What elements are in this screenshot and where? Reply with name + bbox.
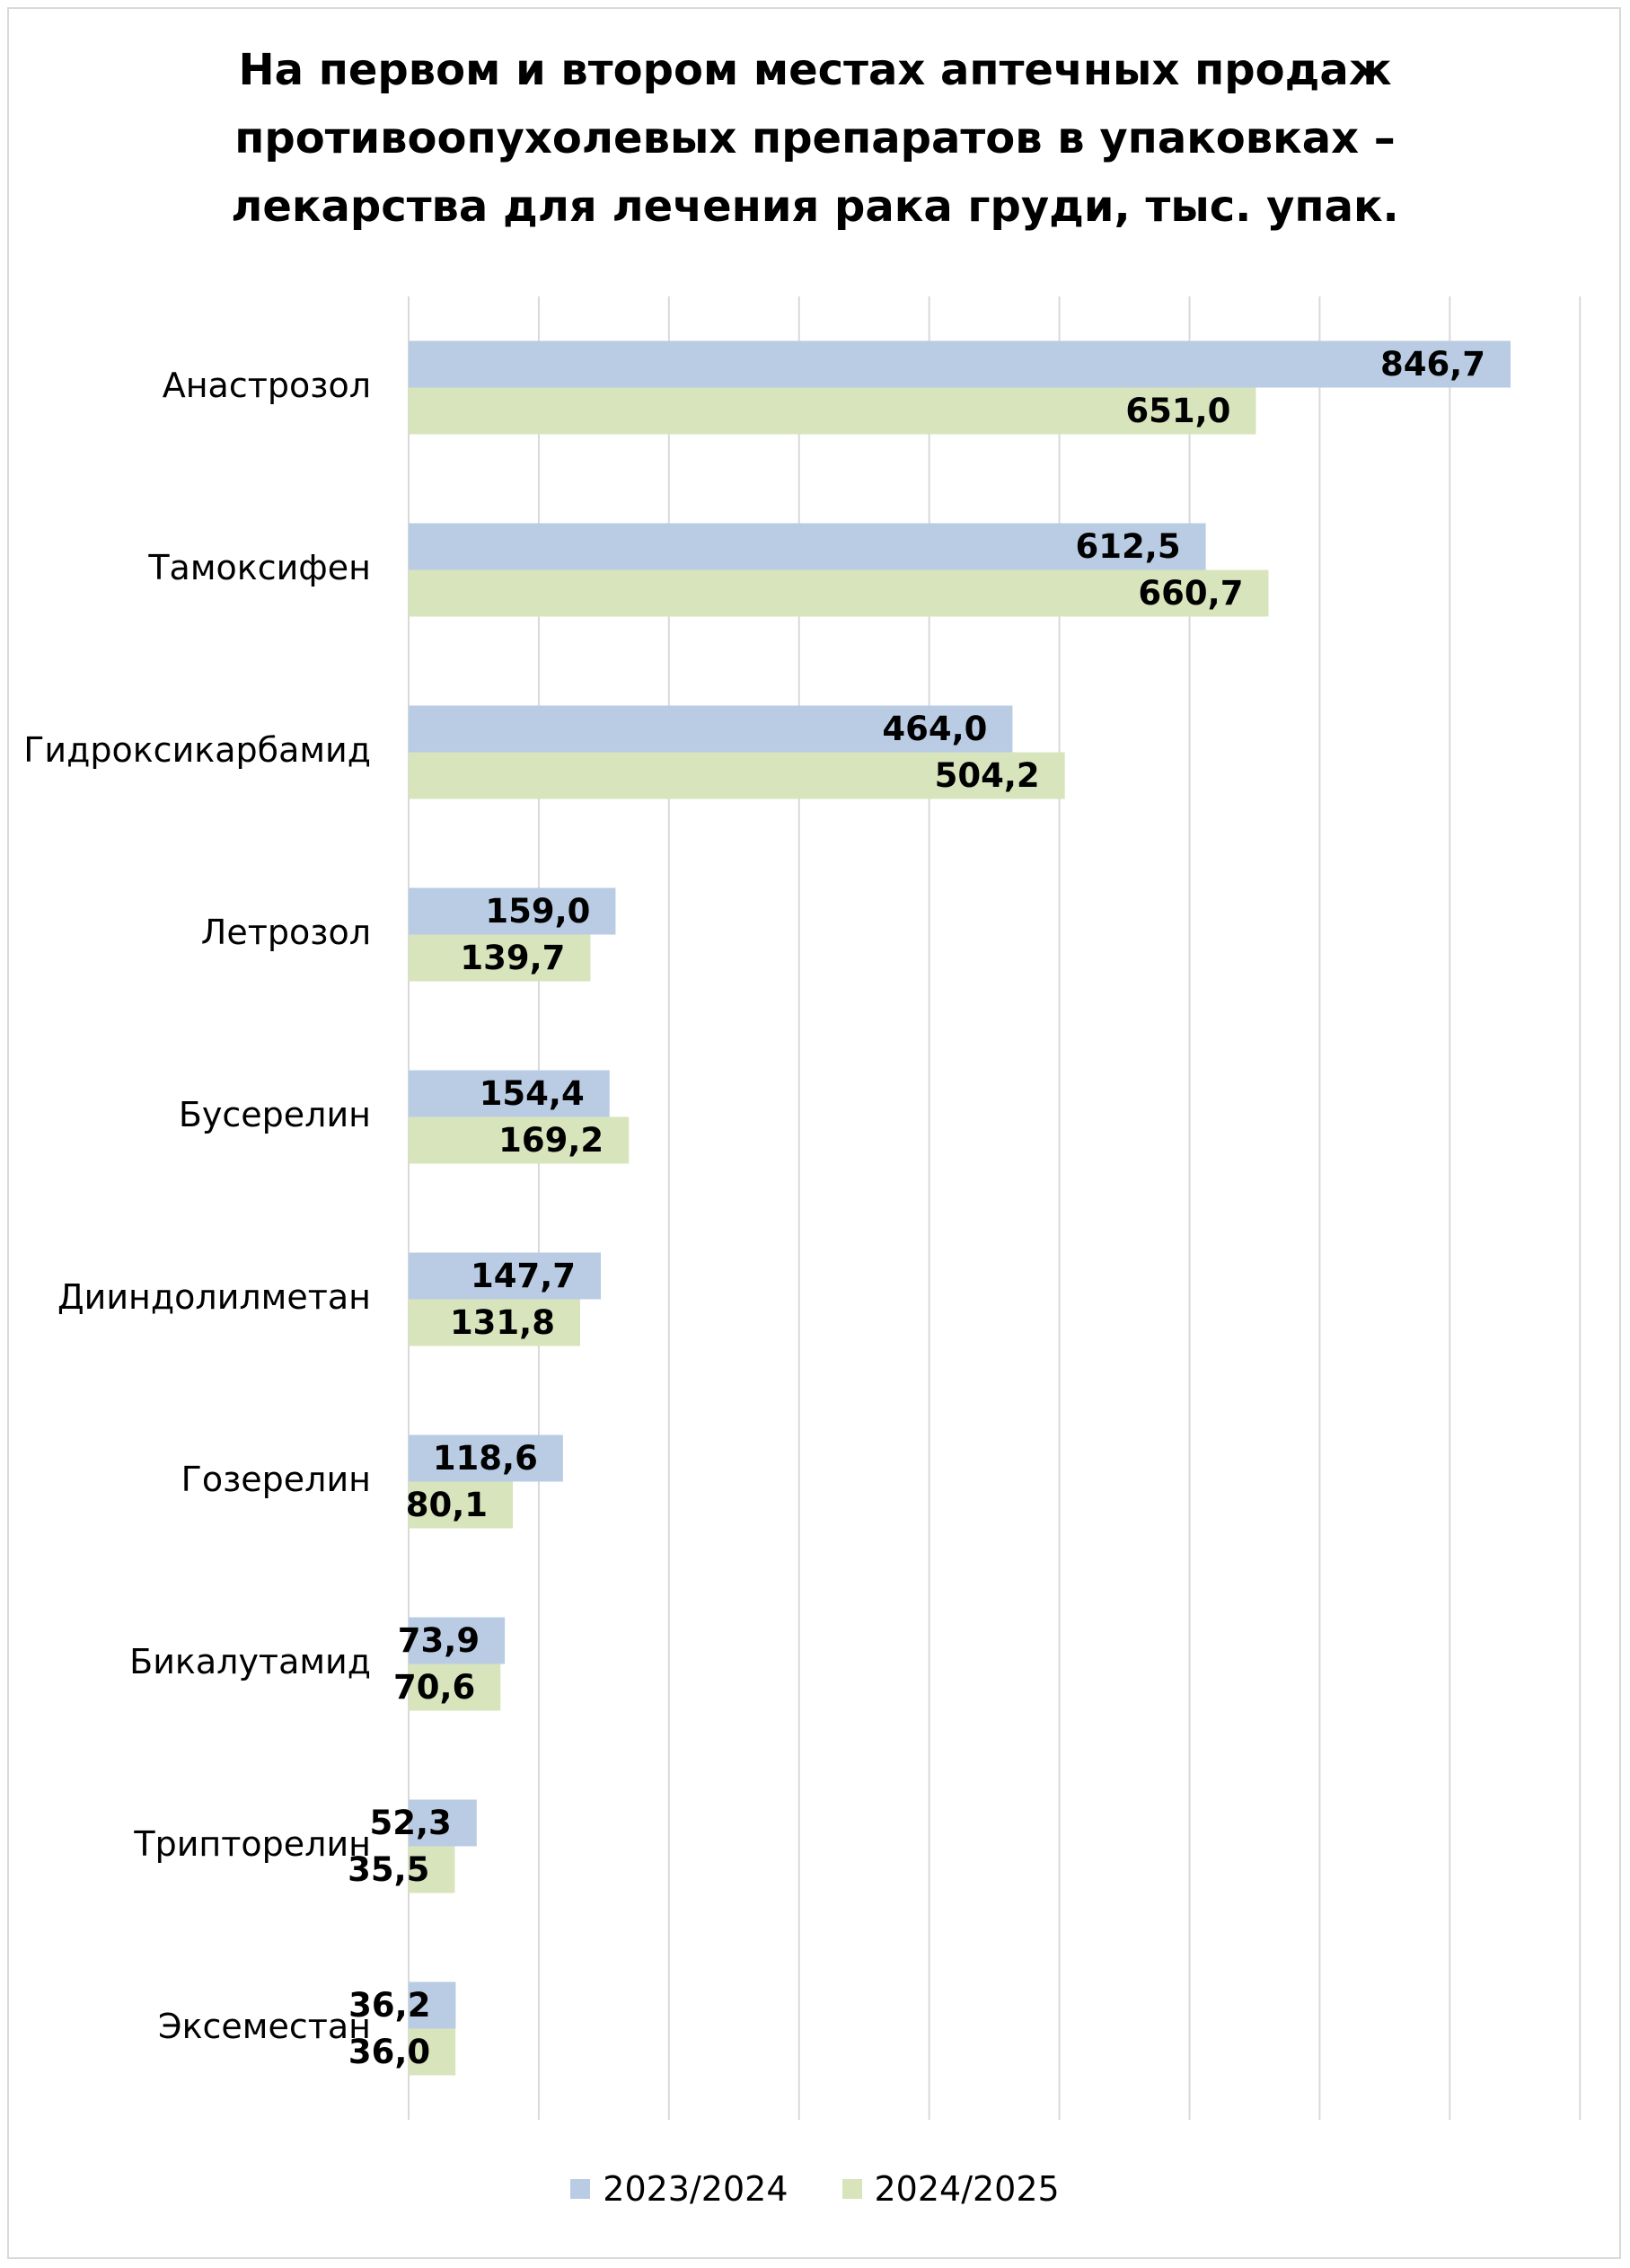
data-label-series-1: 73,9 bbox=[398, 1621, 480, 1660]
legend-swatch-series-2 bbox=[841, 2179, 862, 2199]
bar-series-2 bbox=[409, 752, 1065, 799]
bar-series-1 bbox=[409, 705, 1013, 753]
category-label: Гозерелин bbox=[181, 1460, 371, 1499]
category-label: Бикалутамид bbox=[129, 1642, 371, 1681]
category-label: Дииндолилметан bbox=[57, 1277, 371, 1317]
category-label: Летрозол bbox=[201, 913, 371, 952]
chart-title-line-3: лекарства для лечения рака груди, тыс. у… bbox=[231, 181, 1399, 232]
bar-series-2 bbox=[409, 2028, 456, 2076]
data-label-series-1: 52,3 bbox=[369, 1804, 451, 1842]
data-label-series-2: 70,6 bbox=[393, 1668, 475, 1707]
bar-series-2 bbox=[409, 1846, 455, 1893]
data-label-series-1: 154,4 bbox=[480, 1074, 585, 1113]
category-label: Анастрозол bbox=[163, 366, 371, 405]
legend-item-series-2: 2024/2025 bbox=[841, 2169, 1060, 2209]
bar-series-2 bbox=[409, 1116, 630, 1164]
data-label-series-1: 147,7 bbox=[471, 1257, 576, 1295]
legend-label-series-2: 2024/2025 bbox=[874, 2169, 1060, 2209]
data-label-series-2: 504,2 bbox=[935, 756, 1040, 795]
data-label-series-1: 118,6 bbox=[433, 1439, 538, 1478]
data-label-series-2: 35,5 bbox=[348, 1850, 429, 1889]
bar-series-2 bbox=[409, 387, 1256, 435]
bar-series-1 bbox=[409, 1799, 477, 1847]
bar-series-2 bbox=[409, 1663, 501, 1711]
legend-label-series-1: 2023/2024 bbox=[603, 2169, 789, 2209]
bar-series-2 bbox=[409, 1481, 514, 1529]
data-label-series-2: 651,0 bbox=[1125, 392, 1230, 430]
bar-series-1 bbox=[409, 340, 1511, 388]
data-label-series-2: 80,1 bbox=[406, 1486, 488, 1524]
legend-item-series-1: 2023/2024 bbox=[570, 2169, 789, 2209]
bar-series-1 bbox=[409, 1617, 506, 1664]
bar-series-1 bbox=[409, 1434, 563, 1482]
category-label: Бусерелин bbox=[179, 1095, 371, 1134]
bar-series-1 bbox=[409, 523, 1206, 570]
legend-swatch-series-1 bbox=[570, 2179, 591, 2199]
chart-legend: 2023/2024 2024/2025 bbox=[0, 2169, 1630, 2209]
bar-series-1 bbox=[409, 1070, 610, 1117]
bar-series-1 bbox=[409, 1252, 602, 1300]
bar-series-1 bbox=[409, 887, 616, 935]
data-label-series-1: 464,0 bbox=[882, 710, 987, 748]
data-label-series-1: 36,2 bbox=[348, 1986, 430, 2025]
bar-series-1 bbox=[409, 1981, 456, 2029]
data-label-series-2: 169,2 bbox=[498, 1121, 604, 1160]
data-label-series-2: 131,8 bbox=[450, 1303, 555, 1342]
data-label-series-1: 159,0 bbox=[485, 892, 590, 931]
category-label: Эксеместан bbox=[158, 2007, 371, 2046]
category-label: Тамоксифен bbox=[147, 548, 371, 587]
data-label-series-1: 846,7 bbox=[1380, 345, 1485, 384]
category-label: Трипторелин bbox=[133, 1824, 371, 1864]
chart-title-line-2: противоопухолевых препаратов в упаковках… bbox=[234, 113, 1396, 163]
bar-series-2 bbox=[409, 569, 1269, 617]
chart-title: На первом и втором местах аптечных прода… bbox=[0, 36, 1630, 241]
data-label-series-2: 139,7 bbox=[460, 939, 565, 977]
data-label-series-2: 36,0 bbox=[348, 2033, 430, 2071]
category-label: Гидроксикарбамид bbox=[23, 730, 371, 770]
chart-title-line-1: На первом и втором местах аптечных прода… bbox=[238, 45, 1392, 95]
data-label-series-1: 612,5 bbox=[1076, 527, 1181, 566]
bar-series-2 bbox=[409, 1299, 580, 1346]
data-label-series-2: 660,7 bbox=[1138, 574, 1243, 613]
bar-series-2 bbox=[409, 934, 591, 982]
